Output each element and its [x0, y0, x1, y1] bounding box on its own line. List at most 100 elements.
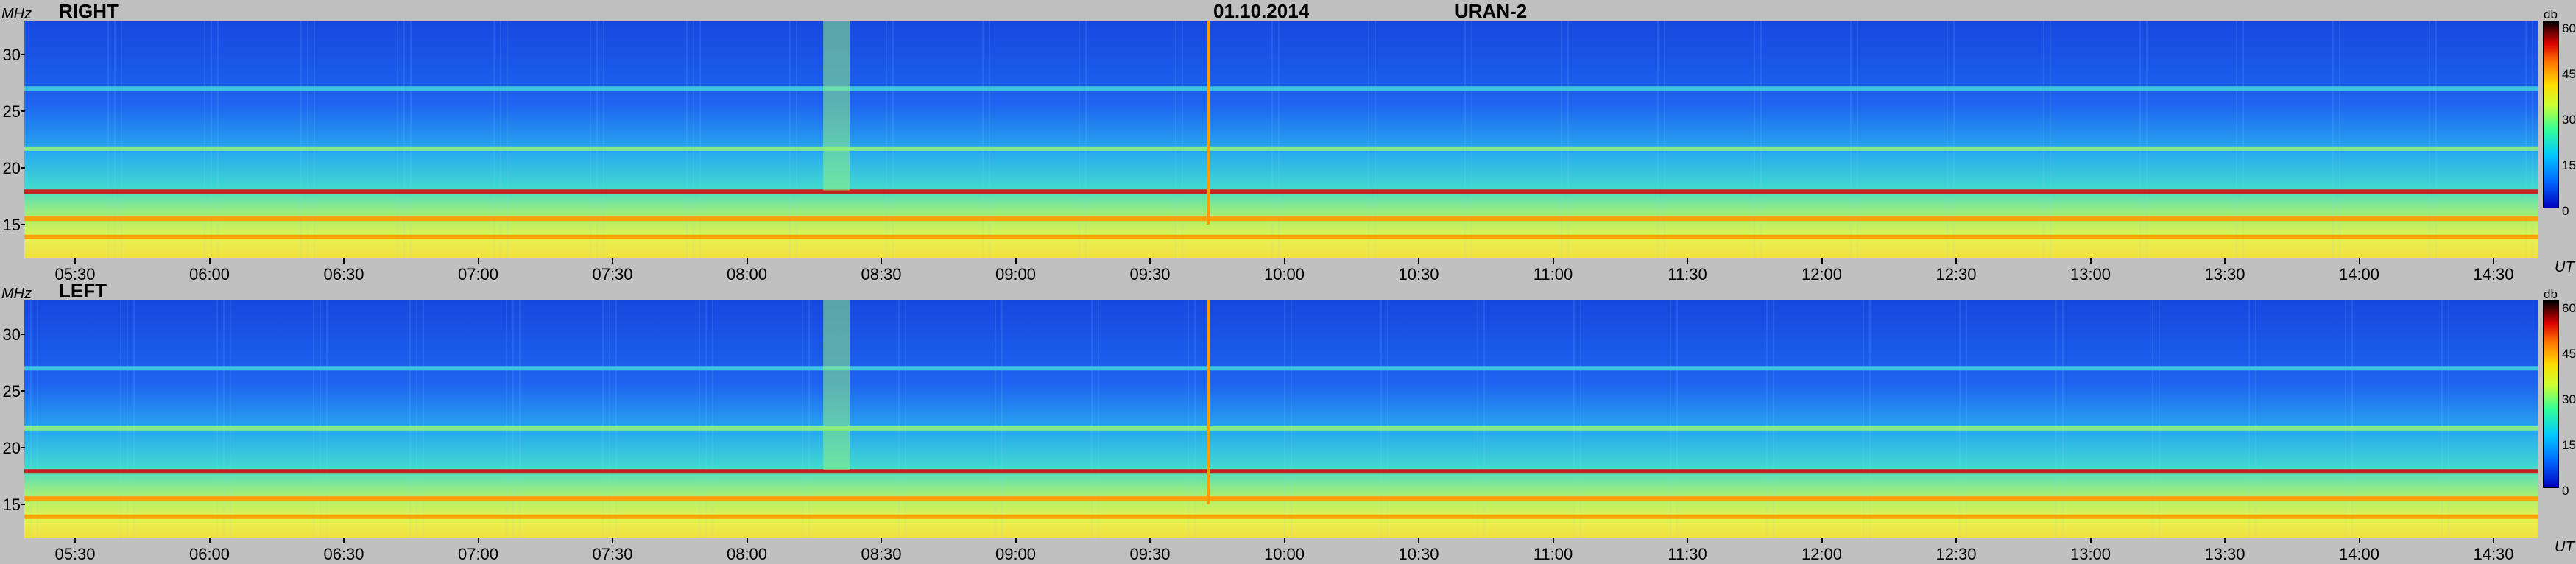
rfi-streak	[886, 21, 887, 258]
x-tick-mark	[208, 258, 211, 264]
rfi-streak	[216, 300, 218, 538]
x-tick-mark	[1687, 258, 1688, 264]
x-tick-mark	[746, 538, 748, 543]
emission-band	[24, 496, 2538, 501]
rfi-streak	[2345, 300, 2346, 538]
x-tick-mark	[881, 538, 882, 543]
x-tick-label: 05:30	[54, 545, 96, 563]
rfi-streak	[615, 300, 617, 538]
x-tick-label: 10:00	[1263, 545, 1305, 563]
y-tick-mark	[21, 390, 25, 392]
rfi-streak	[1664, 21, 1665, 258]
rfi-streak	[133, 300, 135, 538]
rfi-streak	[892, 21, 894, 258]
rfi-streak	[2525, 21, 2527, 258]
rfi-streak	[230, 300, 231, 538]
rfi-streak	[2441, 300, 2443, 538]
x-tick-label: 13:30	[2204, 545, 2245, 563]
y-unit-label: MHz	[1, 286, 32, 302]
rfi-streak	[24, 21, 26, 258]
x-tick-mark	[343, 258, 345, 264]
rfi-streak	[1175, 21, 1176, 258]
y-tick-mark	[21, 503, 25, 505]
rfi-streak	[2043, 21, 2044, 258]
rfi-streak	[300, 21, 302, 258]
x-tick-label: 12:00	[1801, 265, 1843, 283]
rfi-streak	[121, 21, 122, 258]
x-tick-label: 14:30	[2473, 265, 2514, 283]
emission-band	[24, 216, 2538, 222]
x-tick-mark	[1149, 538, 1151, 543]
colorbar-tick-label: 60	[2562, 301, 2576, 315]
x-tick-label: 07:30	[592, 265, 633, 283]
rfi-streak	[693, 21, 694, 258]
rfi-streak	[397, 21, 398, 258]
x-tick-label: 12:00	[1801, 545, 1843, 563]
x-tick-label: 10:30	[1398, 545, 1439, 563]
rfi-streak	[512, 300, 514, 538]
rfi-streak	[1567, 21, 1569, 258]
rfi-streak	[590, 21, 591, 258]
x-tick-mark	[1821, 538, 1823, 543]
spectrogram-svg	[24, 300, 2538, 538]
x-tick-label: 12:30	[1935, 545, 1977, 563]
emission-band	[24, 86, 2538, 91]
instrument-label: URAN-2	[1455, 0, 1528, 22]
x-tick-label: 06:30	[323, 265, 364, 283]
x-tick-label: 14:00	[2338, 265, 2380, 283]
rfi-streak	[423, 300, 424, 538]
x-tick-mark	[746, 258, 748, 264]
x-tick-label: 07:00	[457, 265, 499, 283]
colorbar-tick-label: 45	[2562, 67, 2576, 81]
rfi-streak	[1573, 300, 1575, 538]
x-tick-label: 06:00	[188, 545, 230, 563]
x-tick-label: 14:30	[2473, 545, 2514, 563]
rfi-streak	[1850, 21, 1852, 258]
rfi-streak	[989, 21, 990, 258]
colorbar-tick-label: 15	[2562, 438, 2576, 452]
rfi-streak	[1085, 21, 1087, 258]
rfi-streak	[313, 300, 314, 538]
x-unit-label: UT	[2555, 539, 2575, 555]
x-tick-label: 13:00	[2069, 265, 2111, 283]
x-tick-label: 13:30	[2204, 265, 2245, 283]
colorbar-tick-label: 60	[2562, 21, 2576, 35]
rfi-streak	[37, 300, 38, 538]
rfi-streak	[1676, 300, 1678, 538]
colorbar-left	[2543, 300, 2559, 488]
x-tick-mark	[208, 538, 211, 543]
rfi-streak	[506, 300, 507, 538]
rfi-streak	[1271, 21, 1273, 258]
rfi-streak	[2351, 300, 2353, 538]
y-unit-label: MHz	[1, 6, 32, 22]
rfi-streak	[326, 300, 328, 538]
y-tick-label: 25	[2, 102, 21, 121]
x-tick-mark	[1552, 258, 1554, 264]
y-tick-mark	[21, 166, 25, 169]
spectrogram-background	[24, 21, 2538, 258]
date-label: 01.10.2014	[1213, 0, 1310, 22]
rfi-streak	[1477, 300, 1478, 538]
spectrogram-svg	[24, 21, 2538, 258]
rfi-streak	[1380, 300, 1382, 538]
emission-band	[24, 146, 2538, 151]
x-tick-label: 10:00	[1263, 265, 1305, 283]
x-tick-label: 12:30	[1935, 265, 1977, 283]
emission-band	[24, 234, 2538, 239]
rfi-streak	[699, 21, 701, 258]
rfi-streak	[1387, 300, 1388, 538]
x-tick-label: 11:30	[1668, 265, 1707, 283]
rfi-streak	[2062, 300, 2064, 538]
x-tick-label: 09:00	[995, 545, 1037, 563]
rfi-streak	[1863, 300, 1864, 538]
rfi-streak	[609, 300, 610, 538]
x-tick-label: 08:30	[861, 545, 902, 563]
rfi-streak	[1869, 300, 1871, 538]
y-tick-label: 20	[2, 438, 21, 457]
rfi-streak	[1857, 21, 1858, 258]
rfi-streak	[416, 300, 417, 538]
rfi-streak	[1375, 21, 1376, 258]
rfi-streak	[2255, 300, 2256, 538]
rfi-streak	[2448, 300, 2449, 538]
colorbar-tick-label: 0	[2562, 204, 2569, 218]
